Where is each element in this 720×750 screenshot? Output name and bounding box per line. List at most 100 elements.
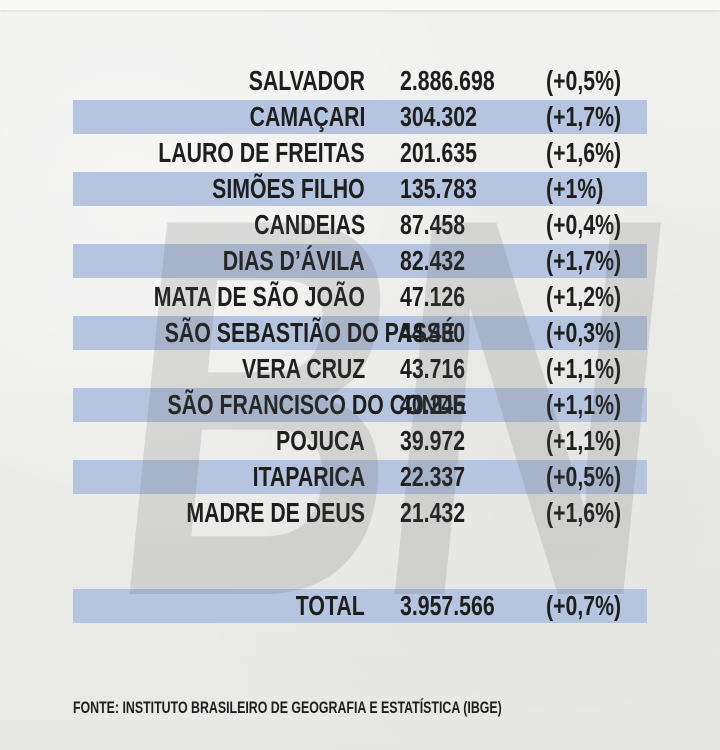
city-name: CAMAÇARI [73, 99, 365, 135]
city-name-text: LAURO DE FREITAS [158, 137, 365, 168]
growth-percent: (+0,7%) [546, 588, 647, 624]
population-value-text: 304.302 [400, 101, 477, 132]
total-row: TOTAL 3.957.566 (+0,7%) [73, 588, 647, 624]
growth-percent-text: (+0,7%) [546, 590, 622, 621]
growth-percent-text: (+1%) [546, 173, 604, 204]
population-value: 21.432 [400, 495, 541, 531]
population-value-text: 39.972 [400, 425, 466, 456]
population-value-text: 47.126 [400, 281, 466, 312]
growth-percent: (+0,5%) [546, 459, 647, 495]
city-name-text: SÃO SEBASTIÃO DO PASSÉ [164, 317, 456, 348]
table-row: SIMÕES FILHO 135.783 (+1%) [73, 171, 647, 207]
growth-percent-text: (+0,5%) [546, 461, 622, 492]
growth-percent-text: (+1,6%) [546, 137, 622, 168]
population-value: 39.972 [400, 423, 541, 459]
growth-percent-text: (+1,1%) [546, 353, 622, 384]
growth-percent: (+1,1%) [546, 387, 647, 423]
city-name-text: SALVADOR [248, 65, 365, 96]
table-row: CANDEIAS 87.458 (+0,4%) [73, 207, 647, 243]
city-name: MADRE DE DEUS [73, 495, 365, 531]
city-name-text: CAMAÇARI [249, 101, 365, 132]
growth-percent: (+1,6%) [546, 135, 647, 171]
growth-percent: (+1%) [546, 171, 647, 207]
population-value-text: 44.430 [400, 317, 466, 348]
city-name-text: MATA DE SÃO JOÃO [153, 281, 365, 312]
city-name: SIMÕES FILHO [73, 171, 365, 207]
table-row: MADRE DE DEUS 21.432 (+1,6%) [73, 495, 647, 531]
population-value: 201.635 [400, 135, 541, 171]
population-value: 43.716 [400, 351, 541, 387]
city-name: ITAPARICA [73, 459, 365, 495]
city-name: SÃO SEBASTIÃO DO PASSÉ [73, 315, 455, 351]
growth-percent: (+1,6%) [546, 495, 647, 531]
city-name-text: ITAPARICA [252, 461, 365, 492]
city-name: DIAS D’ÁVILA [73, 243, 365, 279]
growth-percent: (+1,1%) [546, 423, 647, 459]
table-row: SALVADOR 2.886.698 (+0,5%) [73, 63, 647, 99]
growth-percent-text: (+1,1%) [546, 425, 622, 456]
city-name-text: CANDEIAS [253, 209, 365, 240]
table-row: MATA DE SÃO JOÃO 47.126 (+1,2%) [73, 279, 647, 315]
population-value: 3.957.566 [400, 588, 541, 624]
growth-percent: (+1,7%) [546, 99, 647, 135]
table-row: SÃO SEBASTIÃO DO PASSÉ 44.430 (+0,3%) [73, 315, 647, 351]
population-value-text: 2.886.698 [400, 65, 495, 96]
growth-percent: (+1,2%) [546, 279, 647, 315]
city-name-text: SIMÕES FILHO [212, 173, 365, 204]
population-value: 44.430 [400, 315, 541, 351]
population-value-text: 22.337 [400, 461, 466, 492]
growth-percent-text: (+1,7%) [546, 245, 622, 276]
population-value-text: 135.783 [400, 173, 477, 204]
population-value-text: 82.432 [400, 245, 466, 276]
population-value-text: 3.957.566 [400, 590, 495, 621]
growth-percent: (+0,5%) [546, 63, 647, 99]
growth-percent-text: (+0,3%) [546, 317, 622, 348]
population-value: 47.126 [400, 279, 541, 315]
growth-percent-text: (+0,5%) [546, 65, 622, 96]
growth-percent-text: (+1,7%) [546, 101, 622, 132]
population-value-text: 87.458 [400, 209, 466, 240]
city-name-text: VERA CRUZ [241, 353, 365, 384]
population-value: 22.337 [400, 459, 541, 495]
growth-percent-text: (+1,6%) [546, 497, 622, 528]
source-line: FONTE: INSTITUTO BRASILEIRO DE GEOGRAFIA… [73, 698, 645, 718]
population-value-text: 201.635 [400, 137, 477, 168]
growth-percent: (+0,3%) [546, 315, 647, 351]
city-name: SÃO FRANCISCO DO CONDE [73, 387, 466, 423]
paper-top-edge [0, 0, 720, 10]
population-value-text: 43.716 [400, 353, 466, 384]
city-name: POJUCA [73, 423, 365, 459]
table-row: SÃO FRANCISCO DO CONDE 40.245 (+1,1%) [73, 387, 647, 423]
growth-percent-text: (+1,2%) [546, 281, 622, 312]
table-row: LAURO DE FREITAS 201.635 (+1,6%) [73, 135, 647, 171]
total-label: TOTAL [73, 588, 365, 624]
population-value-text: 40.245 [400, 389, 466, 420]
population-value: 87.458 [400, 207, 541, 243]
population-value-text: 21.432 [400, 497, 466, 528]
population-value: 40.245 [400, 387, 541, 423]
table-row: DIAS D’ÁVILA 82.432 (+1,7%) [73, 243, 647, 279]
growth-percent-text: (+0,4%) [546, 209, 622, 240]
source-text: FONTE: INSTITUTO BRASILEIRO DE GEOGRAFIA… [73, 699, 502, 717]
growth-percent-text: (+1,1%) [546, 389, 622, 420]
total-label-text: TOTAL [296, 590, 365, 621]
growth-percent: (+1,1%) [546, 351, 647, 387]
population-value: 304.302 [400, 99, 541, 135]
city-name: SALVADOR [73, 63, 365, 99]
city-name: VERA CRUZ [73, 351, 365, 387]
city-name: LAURO DE FREITAS [73, 135, 365, 171]
population-value: 82.432 [400, 243, 541, 279]
population-value: 2.886.698 [400, 63, 541, 99]
city-name: CANDEIAS [73, 207, 365, 243]
city-name-text: SÃO FRANCISCO DO CONDE [167, 389, 467, 420]
table-row: POJUCA 39.972 (+1,1%) [73, 423, 647, 459]
city-name-text: MADRE DE DEUS [186, 497, 365, 528]
city-name: MATA DE SÃO JOÃO [73, 279, 365, 315]
population-value: 135.783 [400, 171, 541, 207]
growth-percent: (+1,7%) [546, 243, 647, 279]
population-table: SALVADOR 2.886.698 (+0,5%) CAMAÇARI 304.302 (… [73, 63, 647, 624]
growth-percent: (+0,4%) [546, 207, 647, 243]
city-name-text: DIAS D’ÁVILA [223, 245, 365, 276]
table-row: CAMAÇARI 304.302 (+1,7%) [73, 99, 647, 135]
